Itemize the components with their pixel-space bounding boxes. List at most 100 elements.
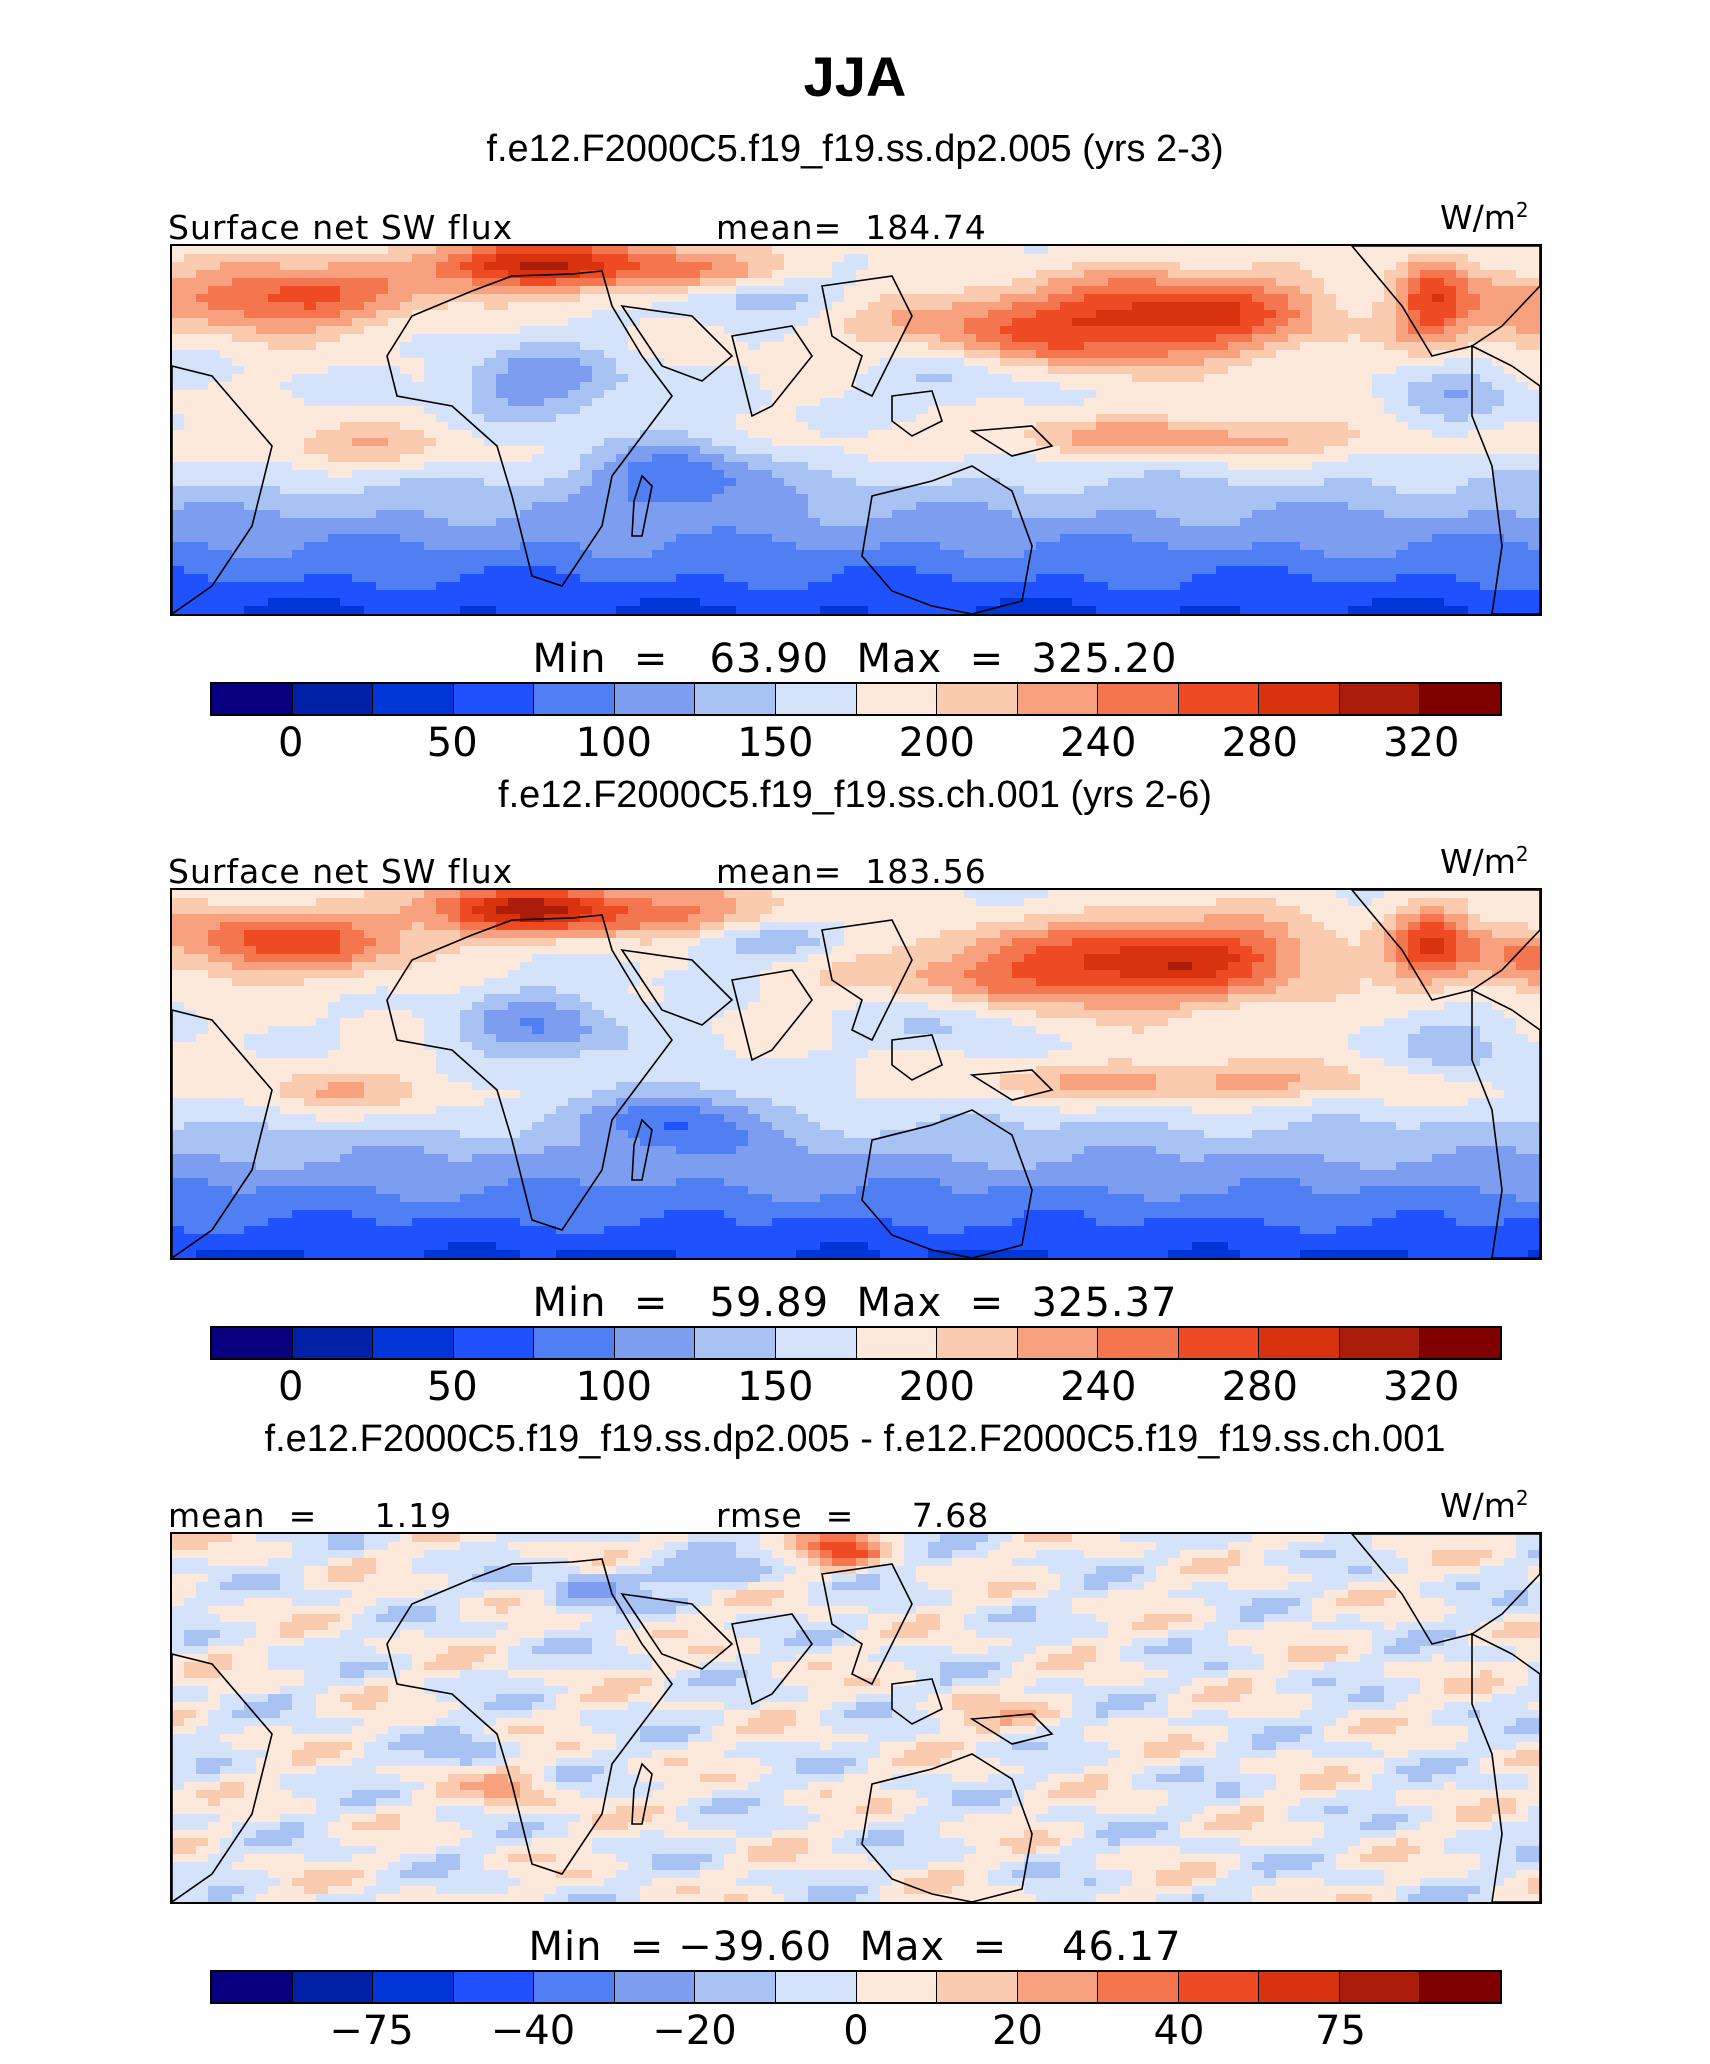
coastline xyxy=(620,948,734,1026)
coastline xyxy=(969,425,1054,457)
colorbar-swatch xyxy=(1178,1328,1260,1358)
colorbar-swatch xyxy=(1420,1972,1500,2002)
coastline xyxy=(861,1109,1033,1258)
colorbar-swatch xyxy=(292,684,374,714)
colorbar-tick-label: 200 xyxy=(898,1364,975,1410)
colorbar-tick-label: 150 xyxy=(737,720,814,766)
coastline xyxy=(861,465,1033,614)
colorbar-swatch xyxy=(775,1328,857,1358)
colorbar-tick-label: −40 xyxy=(490,2008,576,2054)
coastline xyxy=(172,365,273,614)
figure-title: JJA xyxy=(803,45,907,108)
panel-3-minmax: Min = −39.60 Max = 46.17 xyxy=(528,1924,1182,1970)
colorbar-swatch xyxy=(937,684,1018,714)
colorbar-tick-label: 240 xyxy=(1060,720,1137,766)
panel-1-mean: mean= 184.74 xyxy=(716,208,987,247)
coastline xyxy=(891,1034,943,1081)
colorbar-swatch xyxy=(373,1972,454,2002)
colorbar-tick-label: 20 xyxy=(992,2008,1043,2054)
colorbar-swatch xyxy=(1178,684,1260,714)
coastline xyxy=(620,1592,734,1670)
colorbar-tick-label: 320 xyxy=(1383,720,1460,766)
panel-1-minmax: Min = 63.90 Max = 325.20 xyxy=(532,636,1178,682)
colorbar-swatch xyxy=(1098,684,1179,714)
colorbar-swatch xyxy=(453,684,535,714)
colorbar-swatch xyxy=(856,1328,938,1358)
coastline xyxy=(1471,1632,1540,1902)
colorbar-tick-label: −75 xyxy=(329,2008,414,2054)
coastline xyxy=(731,1613,813,1706)
colorbar-swatch xyxy=(1017,1328,1099,1358)
colorbar-swatch xyxy=(292,1328,374,1358)
colorbar-swatch xyxy=(856,1972,938,2002)
colorbar-tick-label: 280 xyxy=(1221,720,1298,766)
coastline xyxy=(969,1069,1054,1101)
colorbar-swatch xyxy=(695,684,776,714)
colorbar-tick-label: 100 xyxy=(575,1364,652,1410)
colorbar-swatch xyxy=(534,684,615,714)
coastline xyxy=(631,1762,653,1825)
coastline xyxy=(731,969,813,1062)
colorbar-tick-label: 280 xyxy=(1221,1364,1298,1410)
colorbar-swatch xyxy=(695,1972,776,2002)
panel-1-map xyxy=(170,244,1542,616)
coastline xyxy=(1350,1534,1540,1645)
coastline xyxy=(1350,890,1540,1001)
coastline xyxy=(821,919,913,1042)
colorbar-swatch xyxy=(373,1328,454,1358)
colorbar-swatch xyxy=(534,1328,615,1358)
coastline xyxy=(1471,344,1540,614)
colorbar-swatch xyxy=(1017,684,1099,714)
coastline xyxy=(172,1653,273,1902)
coastline xyxy=(861,1753,1033,1902)
panel-1-units: W/m2 xyxy=(1440,198,1529,237)
colorbar-swatch xyxy=(292,1972,374,2002)
colorbar-swatch xyxy=(614,684,696,714)
coastline xyxy=(821,1563,913,1686)
colorbar-swatch xyxy=(1339,684,1421,714)
colorbar-swatch xyxy=(775,684,857,714)
colorbar-swatch xyxy=(1339,1328,1421,1358)
coastline xyxy=(891,390,943,437)
colorbar-swatch xyxy=(1178,1972,1260,2002)
colorbar-swatch xyxy=(1420,1328,1500,1358)
colorbar-tick-label: 0 xyxy=(278,720,304,766)
colorbar-tick-label: 320 xyxy=(1383,1364,1460,1410)
colorbar-tick-label: 150 xyxy=(737,1364,814,1410)
colorbar-swatch xyxy=(1098,1328,1179,1358)
colorbar-tick-label: 0 xyxy=(278,1364,304,1410)
coastline xyxy=(1350,246,1540,357)
colorbar-tick-label: 100 xyxy=(575,720,652,766)
colorbar-tick-label: 200 xyxy=(898,720,975,766)
colorbar-swatch xyxy=(373,684,454,714)
colorbar-swatch xyxy=(614,1972,696,2002)
colorbar-tick-label: 240 xyxy=(1060,1364,1137,1410)
panel-3-units: W/m2 xyxy=(1440,1486,1529,1525)
coastline xyxy=(172,1009,273,1258)
colorbar-tick-label: −20 xyxy=(652,2008,737,2054)
colorbar-swatch xyxy=(212,684,293,714)
panel-2-field-label: Surface net SW flux xyxy=(168,852,514,891)
coastline xyxy=(631,474,653,537)
panel-2-units: W/m2 xyxy=(1440,842,1529,881)
panel-2-minmax: Min = 59.89 Max = 325.37 xyxy=(532,1280,1178,1326)
panel-2-case-title: f.e12.F2000C5.f19_f19.ss.ch.001 (yrs 2-6… xyxy=(498,774,1212,816)
coastline xyxy=(891,1678,943,1725)
colorbar-swatch xyxy=(775,1972,857,2002)
coastline xyxy=(386,914,673,1231)
coastline xyxy=(821,275,913,398)
panel-2-mean: mean= 183.56 xyxy=(716,852,987,891)
colorbar-swatch xyxy=(614,1328,696,1358)
panel-3-mean: mean = 1.19 xyxy=(168,1496,453,1535)
colorbar-swatch xyxy=(695,1328,776,1358)
colorbar-swatch xyxy=(212,1328,293,1358)
colorbar-swatch xyxy=(1259,684,1340,714)
colorbar-swatch xyxy=(534,1972,615,2002)
coastline xyxy=(631,1118,653,1181)
panel-2-map xyxy=(170,888,1542,1260)
panel-3-colorbar xyxy=(210,1970,1502,2004)
panel-1-field-label: Surface net SW flux xyxy=(168,208,514,247)
colorbar-swatch xyxy=(1420,684,1500,714)
colorbar-swatch xyxy=(1259,1972,1340,2002)
colorbar-tick-label: 50 xyxy=(426,720,478,766)
